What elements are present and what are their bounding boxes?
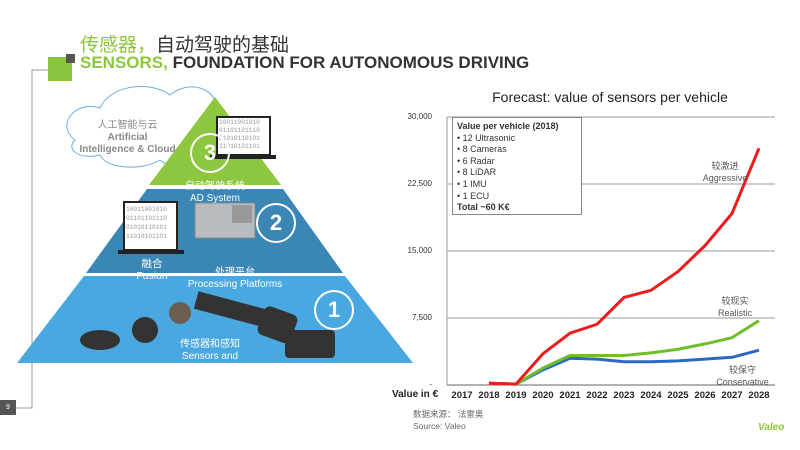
series-label-conservative: 较保守 Conservative — [716, 365, 769, 387]
y-tick-label: 7,500 — [411, 313, 432, 322]
processing-unit-icon — [194, 202, 256, 239]
series-line-realistic — [488, 319, 760, 386]
x-tick-label: 2026 — [694, 390, 716, 401]
annotation-item: • 6 Radar — [457, 155, 495, 166]
y-tick-label: - — [429, 380, 432, 389]
page-number: 9 — [0, 400, 16, 415]
annotation-item: • 12 Ultrasonic — [457, 132, 516, 143]
laptop-code-fusion: 10011001010 01101101110 01010110101 1101010… — [126, 206, 167, 240]
x-tick-label: 2022 — [586, 390, 608, 401]
tier-3-number: 3 — [190, 133, 230, 173]
series-label-aggressive: 较激进 Aggressive — [702, 161, 748, 183]
annotation-item: • 1 ECU — [457, 190, 490, 201]
tier-2-label: 处理平台 Processing Platforms — [187, 267, 283, 290]
x-tick-label: 2018 — [478, 390, 500, 401]
laptop-code-top: 10011001010 01101101110 01010110101 1101010… — [219, 119, 260, 150]
valeo-logo: Valeo — [758, 422, 785, 433]
y-tick-label: 30,000 — [407, 112, 432, 121]
gray-square-icon — [66, 54, 75, 63]
annotation-item: • 8 LiDAR — [457, 167, 497, 178]
x-tick-label: 2021 — [559, 390, 581, 401]
laptop-icon-fusion — [118, 201, 184, 254]
series-line-aggressive — [488, 147, 761, 386]
x-tick-label: 2028 — [748, 390, 770, 401]
annotation-total: Total ~60 K€ — [457, 202, 510, 213]
sensor-cluster-icon — [80, 291, 335, 358]
annotation-item: • 8 Cameras — [457, 144, 507, 155]
tier-1-label: 传感器和感知 Sensors and Perception — [180, 339, 240, 374]
title-en-rest: FOUNDATION FOR AUTONOMOUS DRIVING — [167, 53, 530, 72]
y-tick-label: 22,500 — [407, 179, 432, 188]
tier-2-number: 2 — [256, 203, 296, 243]
annotation-title: Value per vehicle (2018) — [457, 121, 559, 131]
x-tick-label: 2020 — [532, 390, 554, 401]
fusion-label: 融合 Fusion — [136, 258, 168, 282]
tier-3-label: 自动驾驶系统 AD System — [185, 181, 245, 204]
x-axis-label: Value in € — [392, 389, 439, 400]
annotation-box: Value per vehicle (2018) • 12 Ultrasonic… — [452, 117, 582, 215]
x-tick-label: 2024 — [640, 390, 662, 401]
x-tick-label: 2027 — [721, 390, 743, 401]
x-tick-label: 2019 — [505, 390, 527, 401]
title-cn-rest: 自动驾驶的基础 — [156, 35, 290, 56]
series-label-realistic: 较现实 Realistic — [717, 296, 752, 318]
title-english: SENSORS, FOUNDATION FOR AUTONOMOUS DRIVI… — [80, 53, 529, 73]
title-en-highlight: SENSORS, — [80, 53, 168, 72]
title-cn-highlight: 传感器， — [80, 35, 157, 56]
title-chinese: 传感器，自动驾驶的基础 — [80, 30, 289, 57]
chart-title: Forecast: value of sensors per vehicle — [492, 89, 728, 105]
cloud-label: 人工智能与云 Artificial Intelligence & Cloud — [79, 120, 176, 155]
x-tick-label: 2017 — [451, 390, 473, 401]
y-tick-label: 15,000 — [407, 246, 432, 255]
x-tick-label: 2025 — [667, 390, 689, 401]
annotation-item: • 1 IMU — [457, 178, 487, 189]
source-note: 数据来源： 法雷奥 Source: Valeo — [413, 409, 484, 431]
tier-1-number: 1 — [314, 290, 354, 330]
x-tick-label: 2023 — [613, 390, 635, 401]
